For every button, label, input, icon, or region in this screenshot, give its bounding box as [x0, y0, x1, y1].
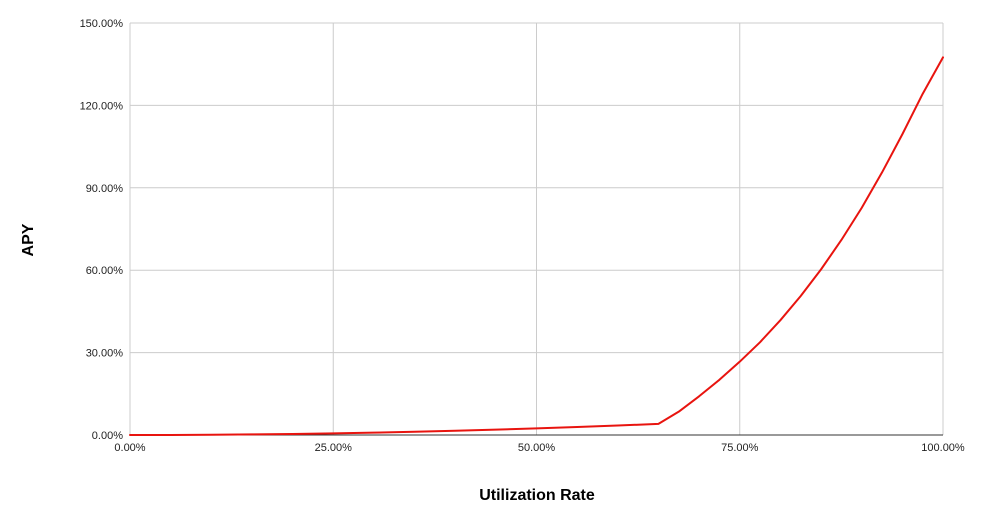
x-axis-title: Utilization Rate [479, 487, 595, 504]
y-tick-label: 90.00% [86, 183, 124, 195]
y-tick-label: 60.00% [86, 265, 124, 277]
vertical-gridlines [129, 23, 944, 435]
x-tick-labels: 0.00% 25.00% 50.00% 75.00% 100.00% [114, 442, 965, 454]
y-axis-title: APY [20, 223, 37, 256]
y-tick-labels: 0.00% 30.00% 60.00% 90.00% 120.00% 150.00% [80, 18, 124, 442]
x-tick-label: 25.00% [315, 442, 353, 454]
y-tick-label: 120.00% [80, 100, 124, 112]
y-tick-label: 0.00% [92, 430, 123, 442]
y-tick-label: 30.00% [86, 348, 124, 360]
apy-series-line [129, 56, 944, 436]
series-layer [129, 56, 944, 436]
x-tick-label: 0.00% [114, 442, 145, 454]
x-tick-label: 50.00% [518, 442, 556, 454]
horizontal-gridlines [130, 22, 943, 354]
x-tick-label: 75.00% [721, 442, 759, 454]
x-tick-label: 100.00% [921, 442, 965, 454]
y-tick-label: 150.00% [80, 18, 124, 30]
